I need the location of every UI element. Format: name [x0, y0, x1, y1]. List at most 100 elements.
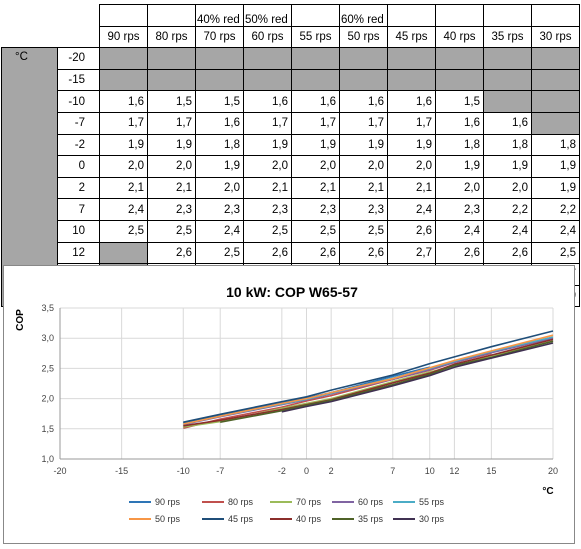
x-tick-label: 12	[449, 466, 459, 476]
table-row: 7 2,4 2,3 2,3 2,3 2,3 2,3 2,4 2,3 2,2 2,2	[2, 198, 580, 221]
cop-cell	[147, 47, 196, 70]
cop-cell: 2,5	[99, 219, 148, 243]
temperature-cell: -20	[57, 47, 100, 70]
cop-cell: 1,5	[147, 90, 196, 113]
speed-note	[387, 4, 436, 27]
series-line-50-rps	[183, 334, 554, 425]
cop-cell: 2,5	[339, 219, 388, 243]
cop-cell: 2,5	[531, 241, 580, 265]
chart-canvas: 10 kW: COP W65-57 COP °C 1,0 1,5 2,0 2,5 3,0…	[15, 284, 558, 524]
cop-cell: 2,0	[243, 155, 292, 178]
series-lines	[183, 330, 554, 429]
cop-cell: 1,9	[291, 133, 340, 157]
temperature-cell: 10	[57, 219, 100, 243]
cop-cell: 1,7	[99, 111, 148, 135]
speed-header: 80 rps	[147, 25, 196, 49]
temperature-cell: 12	[57, 241, 100, 265]
cop-cell	[99, 68, 148, 92]
table-row: 0 2,0 2,0 1,9 2,0 2,0 2,0 2,0 1,9 1,9 1,9	[2, 155, 580, 178]
cop-cell: 1,6	[387, 90, 436, 113]
cop-cell: 2,6	[147, 241, 196, 265]
table-row: -7 1,7 1,7 1,6 1,7 1,7 1,7 1,7 1,6 1,6	[2, 111, 580, 135]
cop-cell	[387, 68, 436, 92]
legend-item: 70 rps	[270, 497, 322, 507]
speed-note	[435, 4, 484, 27]
temperature-cell: -10	[57, 90, 100, 113]
y-tick-label: 2,5	[41, 363, 54, 373]
x-tick-label: 7	[390, 466, 395, 476]
cop-cell: 2,6	[387, 219, 436, 243]
table-row: -2 1,9 1,9 1,8 1,9 1,9 1,9 1,9 1,8 1,8 1,8	[2, 133, 580, 157]
x-tick-label: 10	[425, 466, 435, 476]
cop-cell: 2,7	[387, 241, 436, 265]
speed-header: 60 rps	[243, 25, 292, 49]
cop-cell	[291, 47, 340, 70]
legend-item: 90 rps	[129, 497, 181, 507]
speed-header: 90 rps	[99, 25, 148, 49]
x-tick-label: -15	[115, 466, 128, 476]
x-tick-label: -20	[53, 466, 66, 476]
cop-cell: 1,9	[195, 155, 244, 178]
cop-cell: 1,6	[339, 90, 388, 113]
legend-item: 60 rps	[332, 497, 384, 507]
corner-blank	[2, 26, 100, 48]
cop-cell: 1,8	[531, 133, 580, 157]
cop-cell: 1,9	[483, 155, 532, 178]
speed-header: 70 rps	[195, 25, 244, 49]
cop-cell: 1,5	[195, 90, 244, 113]
legend-item: 30 rps	[393, 514, 445, 524]
cop-cell: 1,9	[99, 133, 148, 157]
y-tick-label: 1,5	[41, 424, 54, 434]
grid: 1,01,52,02,53,03,5-20 -15 -10 -7 -2 0 2 7 10 12 15…	[41, 303, 558, 476]
cop-cell: 2,4	[195, 219, 244, 243]
cop-cell	[435, 68, 484, 92]
cop-cell: 2,0	[291, 155, 340, 178]
speed-header: 55 rps	[291, 25, 340, 49]
y-tick-label: 2,0	[41, 394, 54, 404]
legend-item: 45 rps	[202, 514, 254, 524]
cop-cell: 1,9	[387, 133, 436, 157]
cop-cell: 1,7	[339, 111, 388, 135]
legend-item: 80 rps	[202, 497, 254, 507]
cop-cell	[99, 241, 148, 265]
legend: 90 rps 80 rps 70 rps 60 rps 55 rps 50 rps 45 r…	[129, 497, 445, 524]
series-line-45-rps	[183, 330, 554, 423]
cop-cell	[435, 47, 484, 70]
chart-title: 10 kW: COP W65-57	[226, 284, 358, 300]
legend-label: 45 rps	[228, 514, 254, 524]
corner-blank	[2, 5, 100, 27]
x-axis-title: °C	[542, 486, 553, 497]
cop-cell	[531, 111, 580, 135]
cop-cell: 2,0	[99, 155, 148, 178]
y-tick-label: 3,5	[41, 303, 54, 313]
temperature-cell: -2	[57, 133, 100, 157]
cop-cell: 2,0	[195, 176, 244, 200]
cop-cell: 2,6	[435, 241, 484, 265]
cop-cell: 2,0	[147, 155, 196, 178]
table-row: 12 2,6 2,5 2,6 2,6 2,6 2,7 2,6 2,6 2,5	[2, 241, 580, 265]
speed-note	[531, 4, 580, 27]
cop-cell: 2,1	[147, 176, 196, 200]
cop-cell: 2,5	[243, 219, 292, 243]
cop-cell: 2,2	[483, 198, 532, 221]
cop-cell: 2,4	[483, 219, 532, 243]
legend-item: 50 rps	[129, 514, 181, 524]
temperature-cell: 2	[57, 176, 100, 200]
x-tick-label: 0	[304, 466, 309, 476]
cop-cell: 2,0	[339, 155, 388, 178]
cop-cell: 1,6	[243, 90, 292, 113]
cop-cell: 1,7	[387, 111, 436, 135]
cop-cell	[243, 47, 292, 70]
legend-label: 50 rps	[155, 514, 181, 524]
cop-cell: 1,7	[291, 111, 340, 135]
cop-cell: 2,4	[387, 198, 436, 221]
speed-header: 35 rps	[483, 25, 532, 49]
table-note-row: 40% red 50% red 60% red	[2, 4, 580, 27]
cop-cell	[531, 47, 580, 70]
speed-note: 60% red	[339, 4, 388, 27]
cop-cell: 1,9	[531, 155, 580, 178]
cop-cell: 2,1	[243, 176, 292, 200]
cop-cell: 1,9	[243, 133, 292, 157]
cop-cell: 1,8	[435, 133, 484, 157]
cop-cell: 2,5	[147, 219, 196, 243]
